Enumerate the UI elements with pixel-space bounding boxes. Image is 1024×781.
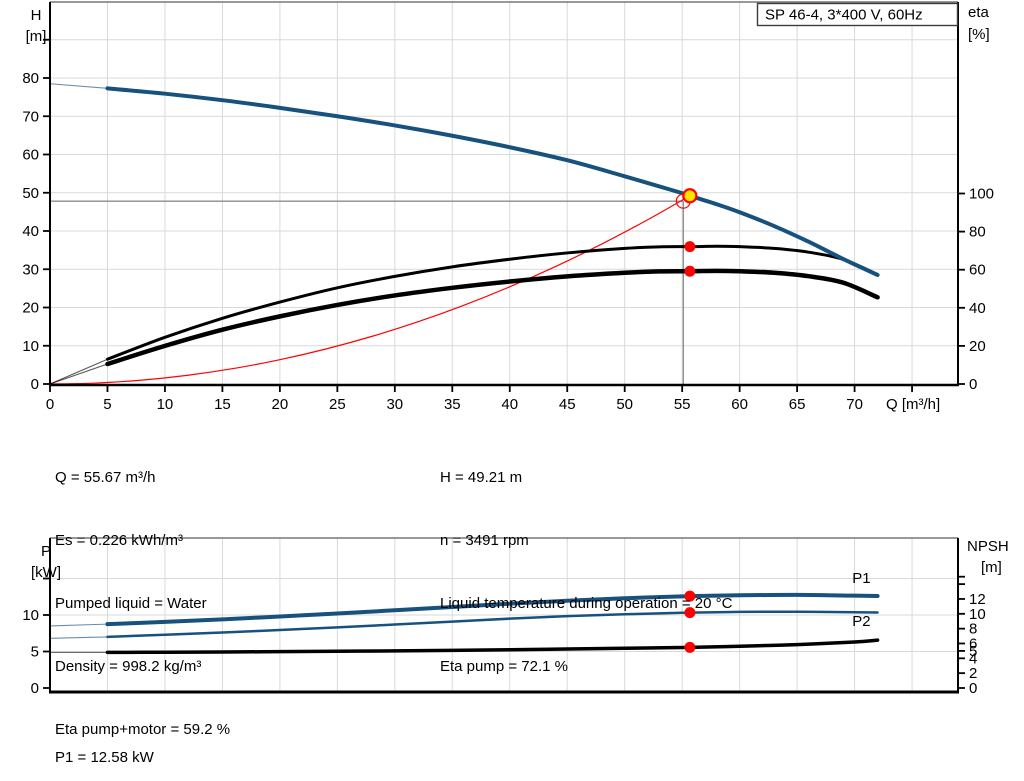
x-axis-tick-label: 30: [386, 396, 403, 413]
info-line-n: n = 3491 rpm: [440, 532, 529, 549]
left-axis-tick-label: 0: [31, 680, 39, 697]
pump-curve-lead: [49, 83, 108, 89]
x-axis-tick-label: 55: [674, 396, 691, 413]
duty-crosshair: [50, 200, 684, 385]
operating-point-marker: [682, 188, 698, 204]
right-axis-tick-label: 2: [969, 665, 977, 682]
right-axis-tick-label: 40: [969, 300, 986, 317]
right-axis-tick-label: 6: [969, 635, 977, 652]
right-axis-tick-label: 100: [969, 186, 994, 203]
right-axis-unit: [m]: [981, 559, 1002, 576]
info-line-density: Density = 998.2 kg/m³: [55, 658, 202, 675]
x-axis-tick-label: 50: [616, 396, 633, 413]
info-line-es: Es = 0.226 kWh/m³: [55, 532, 183, 549]
left-axis-title: H: [31, 7, 42, 24]
p2-curve-lead: [49, 636, 108, 639]
info-line-eta-pump-motor: Eta pump+motor = 59.2 %: [55, 721, 231, 738]
axes: 0 10 20 30 40 50 60 70 80 0 20 40 60 80 100 0 5 10 15 20 25 3…: [22, 1, 994, 413]
left-axis-tick-label: 10: [22, 607, 39, 624]
right-axis-tick-label: 20: [969, 338, 986, 355]
right-axis-tick-label: 10: [969, 606, 986, 623]
duty-info-right-column: H = 49.21 m n = 3491 rpm Liquid temperat…: [440, 425, 732, 719]
power-info-block: P1 = 12.58 kW P2 = 10.33 kW NPSH = 5.48 …: [55, 703, 160, 781]
x-axis-tick-label: 5: [103, 396, 111, 413]
system-curve: [49, 195, 691, 385]
left-axis-tick-label: 30: [22, 261, 39, 278]
left-axis-tick-label: 20: [22, 300, 39, 317]
info-line-pumped-liquid: Pumped liquid = Water: [55, 595, 207, 612]
p1-series-label: P1: [852, 570, 870, 587]
npsh-point-marker: [684, 641, 696, 653]
x-axis-tick-label: 15: [214, 396, 231, 413]
duty-info-left-column: Q = 55.67 m³/h Es = 0.226 kWh/m³ Pumped …: [55, 425, 230, 781]
right-axis-tick-label: 60: [969, 262, 986, 279]
npsh-curve: [105, 638, 880, 655]
left-axis-unit: [kW]: [31, 564, 61, 581]
p1-curve-lead: [49, 623, 108, 627]
eta-pump-motor-point-marker: [684, 265, 696, 277]
p1-curve: [105, 592, 880, 627]
gridlines: [50, 2, 958, 385]
title-box: SP 46-4, 3*400 V, 60Hz: [756, 2, 959, 27]
x-axis-tick-label: 70: [846, 396, 863, 413]
eta-pump-motor-curve: [105, 268, 880, 367]
chart-title: SP 46-4, 3*400 V, 60Hz: [765, 7, 923, 24]
right-axis-title: NPSH: [967, 538, 1009, 555]
eta-pump-curve: [105, 244, 880, 361]
eta-pump-curve-lead: [49, 358, 108, 385]
x-axis-tick-label: 60: [731, 396, 748, 413]
left-axis-tick-label: 10: [22, 338, 39, 355]
left-axis-tick-label: 0: [31, 376, 39, 393]
eta-pump-motor-curve-lead: [49, 363, 108, 385]
left-axis-tick-label: 5: [31, 644, 39, 661]
left-axis-tick-label: 40: [22, 223, 39, 240]
left-axis-tick-label: 60: [22, 147, 39, 164]
p2-curve: [106, 610, 879, 639]
left-axis-tick-label: 80: [22, 70, 39, 87]
right-axis-tick-label: 12: [969, 591, 986, 608]
x-axis-tick-label: 35: [444, 396, 461, 413]
info-line-eta-pump: Eta pump = 72.1 %: [440, 658, 568, 675]
eta-pump-point-marker: [684, 241, 696, 253]
pump-curve: [105, 86, 880, 277]
p2-series-label: P2: [852, 613, 870, 630]
x-axis-tick-label: 65: [789, 396, 806, 413]
head-chart: 0 10 20 30 40 50 60 70 80 0 20 40 60 80 100 0 5 10 15 20 25 3…: [22, 1, 994, 413]
x-axis-tick-label: 20: [272, 396, 289, 413]
right-axis-tick-label: 0: [969, 376, 977, 393]
p1-point-marker: [684, 590, 696, 602]
left-axis-unit: [m]: [26, 28, 47, 45]
title-box-frame: [756, 2, 959, 27]
x-axis-tick-label: 40: [501, 396, 518, 413]
right-axis-tick-label: 80: [969, 224, 986, 241]
info-line-liquid-temperature: Liquid temperature during operation = 20…: [440, 595, 733, 612]
right-axis-unit: [%]: [968, 26, 990, 43]
info-line-q: Q = 55.67 m³/h: [55, 469, 156, 486]
x-axis-tick-label: 45: [559, 396, 576, 413]
right-axis-tick-label: 4: [969, 650, 977, 667]
x-axis-tick-label: 25: [329, 396, 346, 413]
right-axis-title: eta: [968, 4, 990, 21]
left-axis-tick-label: 70: [22, 108, 39, 125]
x-axis-tick-label: 0: [46, 396, 54, 413]
left-axis-title: P: [41, 543, 51, 560]
x-axis-title: Q [m³/h]: [886, 396, 940, 413]
x-axis-tick-label: 10: [157, 396, 174, 413]
right-axis-tick-label: 8: [969, 621, 977, 638]
p2-point-marker: [684, 607, 696, 619]
right-axis-tick-label: 0: [969, 680, 977, 697]
right-axis-tick-label: 5: [969, 643, 977, 660]
info-line-p1: P1 = 12.58 kW: [55, 749, 154, 766]
left-axis-tick-label: 50: [22, 185, 39, 202]
info-line-h: H = 49.21 m: [440, 469, 523, 486]
